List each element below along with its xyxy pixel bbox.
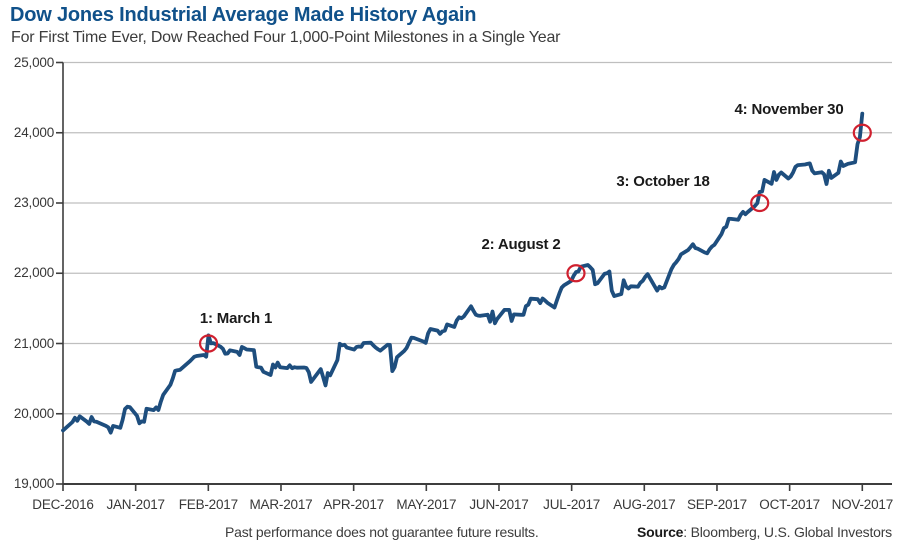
milestone-label: 1: March 1 bbox=[199, 310, 273, 327]
y-axis-label: 23,000 bbox=[13, 195, 54, 210]
source-detail: : Bloomberg, U.S. Global Investors bbox=[683, 524, 892, 540]
price-line bbox=[61, 111, 865, 435]
y-axis-label: 22,000 bbox=[13, 265, 54, 281]
x-axis-label: DEC-2016 bbox=[32, 497, 94, 512]
milestone-label: 4: November 30 bbox=[734, 101, 844, 118]
y-axis-label: 21,000 bbox=[13, 335, 54, 351]
x-axis-label: FEB-2017 bbox=[178, 497, 238, 512]
y-axis-label: 24,000 bbox=[13, 124, 54, 140]
x-axis-label: APR-2017 bbox=[323, 497, 384, 512]
disclaimer-text: Past performance does not guarantee futu… bbox=[225, 524, 539, 540]
milestone-circle bbox=[750, 193, 770, 213]
x-axis-label: SEP-2017 bbox=[686, 497, 747, 512]
source-text: Source: Bloomberg, U.S. Global Investors bbox=[637, 524, 892, 540]
x-axis-label: MAY-2017 bbox=[396, 497, 457, 512]
y-axis-label: 25,000 bbox=[13, 54, 54, 70]
milestone-label: 3: October 18 bbox=[616, 173, 710, 190]
page-subtitle: For First Time Ever, Dow Reached Four 1,… bbox=[11, 29, 561, 46]
milestone-circle bbox=[198, 334, 219, 353]
y-axis-label: 20,000 bbox=[13, 405, 54, 421]
page-title: Dow Jones Industrial Average Made Histor… bbox=[10, 4, 477, 26]
x-axis-label: NOV-2017 bbox=[831, 497, 894, 512]
x-axis-label: MAR-2017 bbox=[249, 497, 313, 512]
x-axis-label: JUN-2017 bbox=[469, 497, 529, 512]
x-axis-label: JUL-2017 bbox=[543, 497, 601, 512]
milestone-circle bbox=[852, 123, 872, 142]
x-axis-label: OCT-2017 bbox=[759, 497, 820, 512]
milestone-circle bbox=[566, 264, 586, 283]
milestone-label: 2: August 2 bbox=[481, 236, 561, 253]
x-axis-label: AUG-2017 bbox=[613, 497, 676, 512]
x-axis-label: JAN-2017 bbox=[106, 497, 165, 512]
source-label: Source bbox=[636, 524, 684, 540]
y-axis-label: 19,000 bbox=[13, 476, 54, 491]
